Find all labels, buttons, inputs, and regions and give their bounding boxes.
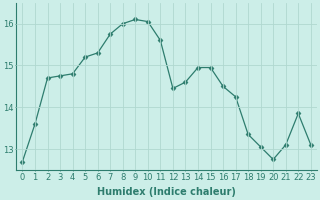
X-axis label: Humidex (Indice chaleur): Humidex (Indice chaleur)	[97, 187, 236, 197]
